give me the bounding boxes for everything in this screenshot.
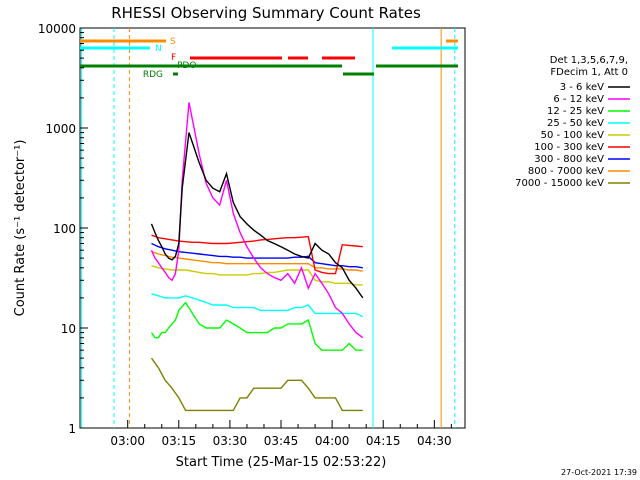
y-axis: 1 10 100 1000 10000 — [38, 22, 88, 436]
legend-header-1: FDecim 1, Att 0 — [550, 67, 628, 78]
series-line-3-6kev — [150, 132, 364, 299]
annotation-n: N — [155, 44, 162, 54]
legend: Det 1,3,5,6,7,9,FDecim 1, Att 0 3 - 6 keV… — [515, 55, 630, 189]
legend-label-4: 50 - 100 keV — [541, 130, 605, 141]
series-line-7000-15000kev — [150, 357, 363, 412]
x-tick-label-1: 03:15 — [162, 434, 197, 448]
series-line-50-100kev — [151, 265, 363, 286]
legend-label-5: 100 - 300 keV — [534, 142, 604, 153]
legend-header-0: Det 1,3,5,6,7,9, — [550, 55, 628, 66]
series-line-25-50kev — [151, 293, 364, 318]
y-tick-label-0: 1 — [68, 422, 76, 436]
series-line-100-300kev — [151, 234, 363, 275]
legend-label-7: 800 - 7000 keV — [528, 166, 604, 177]
annotation-s: S — [170, 37, 176, 47]
annotation-rdg: RDG — [143, 70, 163, 80]
legend-label-2: 12 - 25 keV — [547, 106, 604, 117]
x-tick-label-2: 03:30 — [213, 434, 248, 448]
x-tick-label-3: 03:45 — [264, 434, 299, 448]
y-tick-label-1: 10 — [61, 322, 76, 336]
series-line-300-800kev — [151, 242, 363, 269]
x-axis-label: Start Time (25-Mar-15 02:53:22) — [176, 455, 387, 470]
x-tick-label-0: 03:00 — [110, 434, 145, 448]
x-tick-label-6: 04:30 — [417, 434, 452, 448]
legend-label-6: 300 - 800 keV — [534, 154, 604, 165]
x-axis: 03:00 03:15 03:30 03:45 04:00 04:15 04:30 — [110, 420, 452, 448]
series-line-6-12kev — [150, 102, 364, 339]
annotation-f: F — [171, 53, 176, 63]
x-tick-label-5: 04:15 — [366, 434, 401, 448]
legend-label-8: 7000 - 15000 keV — [515, 178, 604, 189]
chart-title: RHESSI Observing Summary Count Rates — [111, 4, 421, 22]
annotation-pdo: PDO — [177, 61, 196, 71]
plot-frame — [79, 27, 466, 429]
legend-label-0: 3 - 6 keV — [560, 82, 604, 93]
legend-label-3: 25 - 50 keV — [547, 118, 604, 129]
y-tick-label-3: 1000 — [45, 122, 76, 136]
legend-label-1: 6 - 12 keV — [553, 94, 604, 105]
y-tick-label-4: 10000 — [38, 22, 76, 36]
y-tick-label-2: 100 — [53, 222, 76, 236]
series-line-12-25kev — [150, 301, 363, 351]
y-axis-label: Count Rate (s⁻¹ detector⁻¹) — [13, 140, 28, 317]
timestamp: 27-Oct-2021 17:39 — [561, 468, 637, 477]
x-tick-label-4: 04:00 — [315, 434, 350, 448]
series-line-800-7000kev — [151, 251, 363, 272]
